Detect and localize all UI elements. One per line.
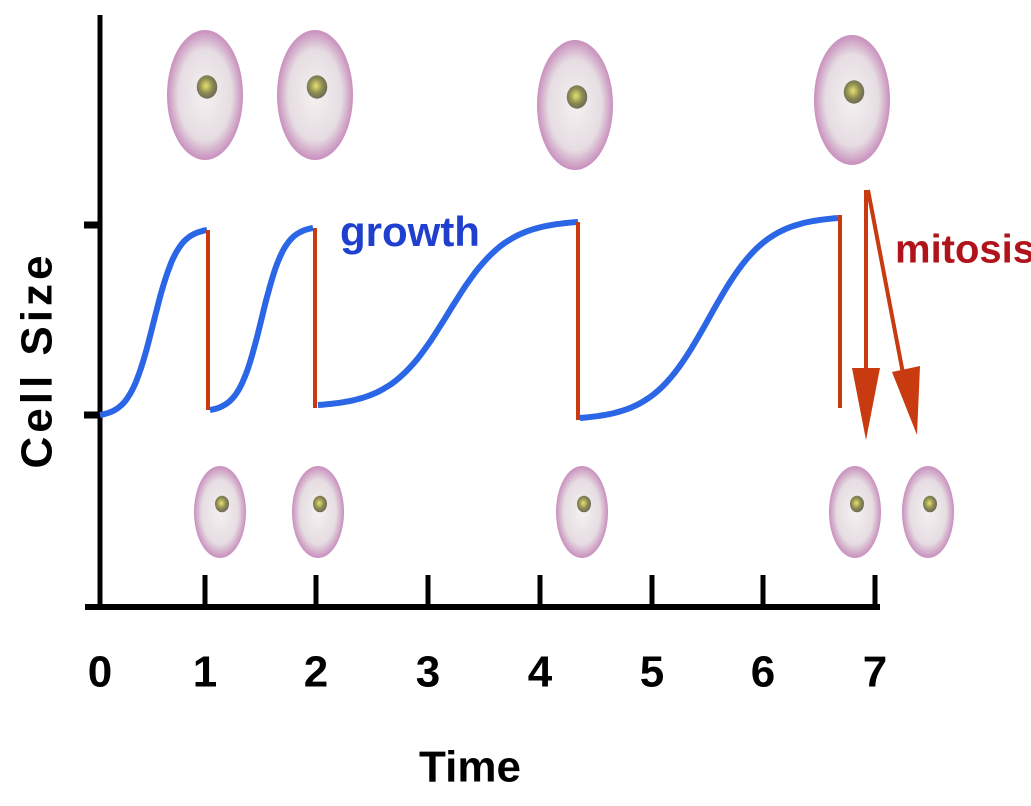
cell: [902, 466, 954, 558]
x-tick-label: 3: [416, 648, 440, 697]
mitosis-label: mitosis: [895, 228, 1031, 272]
cell-body: [556, 466, 608, 558]
x-ticks: 0 1 2 3 4 5 6 7: [88, 575, 887, 697]
nucleus: [923, 496, 937, 513]
cell-body: [902, 466, 954, 558]
cell: [814, 35, 890, 165]
growth-label: growth: [340, 208, 480, 255]
growth-segment: [210, 228, 313, 410]
cell: [537, 40, 613, 170]
cell-body: [292, 466, 344, 558]
x-axis-label: Time: [419, 743, 521, 792]
cell-body: [194, 466, 246, 558]
nucleus: [844, 80, 865, 103]
y-axis-label: Cell Size: [13, 252, 62, 469]
x-tick-label: 5: [640, 648, 664, 697]
cells: [167, 30, 954, 558]
cell: [556, 466, 608, 558]
page: 01234567 growth mitosis Time Cell Size (…: [0, 0, 1031, 806]
nucleus: [313, 496, 327, 513]
x-tick-label: 7: [863, 648, 887, 697]
cell-body: [829, 466, 881, 558]
growth-segment: [580, 218, 838, 418]
arrowhead: [852, 368, 880, 440]
nucleus: [567, 85, 588, 108]
diagram: 0 1 2 3 4 5 6 7 growth mitosis Time Cell Size: [0, 0, 1031, 806]
nucleus: [197, 75, 218, 98]
nucleus: [850, 496, 864, 513]
x-tick-label: 6: [751, 648, 775, 697]
cell: [292, 466, 344, 558]
growth-segment: [100, 230, 207, 415]
cell: [167, 30, 243, 160]
cell: [829, 466, 881, 558]
arrowhead: [892, 366, 920, 435]
x-tick-label: 2: [304, 648, 328, 697]
cell: [277, 30, 353, 160]
nucleus: [307, 75, 328, 98]
nucleus: [215, 496, 229, 513]
x-tick-label: 1: [193, 648, 217, 697]
cell: [194, 466, 246, 558]
x-tick-label: 4: [528, 648, 553, 697]
x-tick-label: 0: [88, 648, 112, 697]
nucleus: [577, 496, 591, 513]
